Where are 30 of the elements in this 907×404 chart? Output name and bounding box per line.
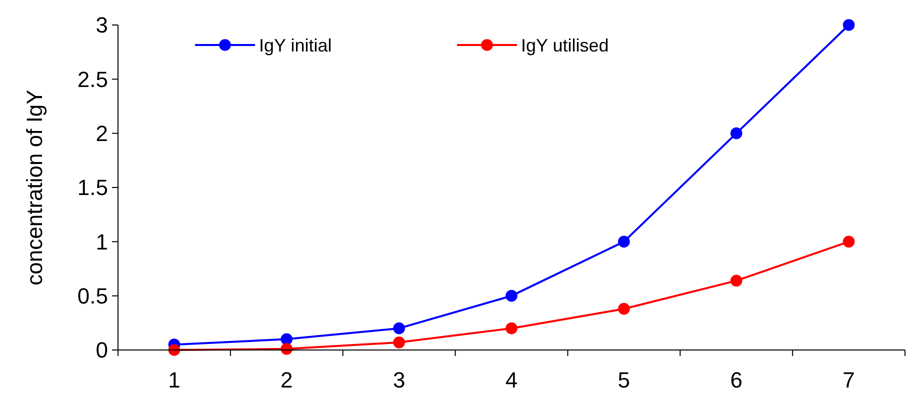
x-tick-label: 5 [618,368,630,393]
point [506,290,518,302]
x-tick-label: 4 [505,368,518,393]
point [842,236,855,248]
y-tick-label: 3 [96,12,108,38]
legend-label: IgY utilised [521,35,609,56]
point [618,302,630,315]
x-tick-label: 3 [392,368,406,393]
x-tick-label: 1 [168,368,180,393]
point [168,344,180,356]
point [393,336,405,348]
point [506,322,518,334]
x-tick-label: 6 [730,368,742,393]
y-tick-label: 0.5 [77,284,108,309]
point [280,343,293,355]
point [730,127,742,140]
point [730,274,742,287]
y-tick-label: 2 [96,121,108,146]
y-tick-label: 2.5 [77,66,108,92]
legend-label: IgY initial [259,35,332,56]
point [842,19,855,31]
y-tick-label: 0 [96,338,108,363]
y-tick-label: 1 [96,229,108,254]
y-tick-label: 1.5 [77,175,108,200]
y-axis-title: concentration of IgY [22,89,47,286]
x-tick-label: 7 [842,368,855,393]
point [618,236,630,248]
point [280,333,293,346]
point [393,322,405,334]
x-tick-label: 2 [280,368,293,393]
